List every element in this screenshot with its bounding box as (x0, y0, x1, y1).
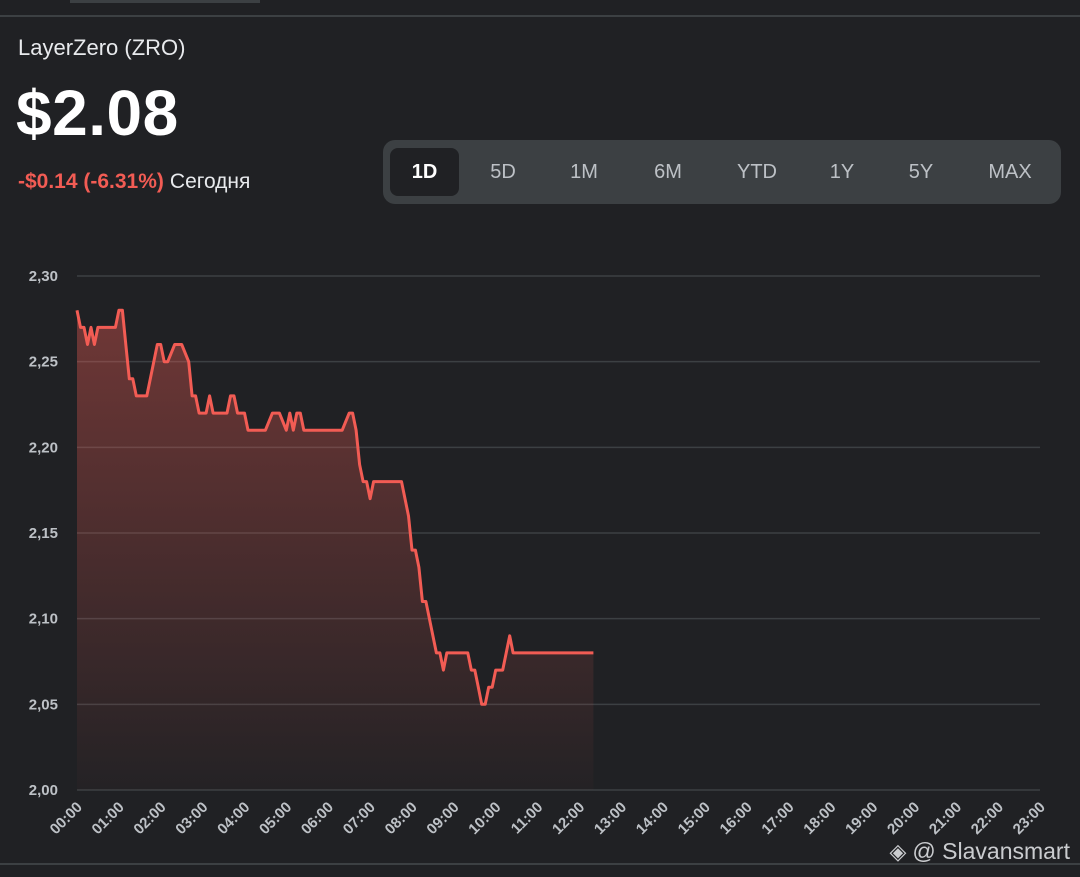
x-tick-label: 18:00 (800, 799, 839, 838)
x-tick-label: 17:00 (758, 799, 797, 838)
time-range-selector: 1D 5D 1M 6M YTD 1Y 5Y MAX (383, 140, 1061, 204)
watermark: ◈ @ Slavansmart (890, 838, 1071, 865)
x-tick-label: 21:00 (926, 799, 965, 838)
asset-title: LayerZero (ZRO) (18, 35, 186, 60)
x-tick-label: 07:00 (340, 799, 379, 838)
x-tick-label: 05:00 (256, 799, 295, 838)
price-chart[interactable]: 2,302,252,202,152,102,052,00 00:00 01:00 0… (0, 230, 1080, 860)
x-tick-label: 06:00 (298, 799, 337, 838)
x-tick-label: 15:00 (675, 799, 714, 838)
x-tick-label: 13:00 (591, 799, 630, 838)
x-tick-label: 23:00 (1010, 799, 1049, 838)
x-tick-label: 11:00 (508, 799, 547, 838)
x-tick-label: 19:00 (842, 799, 881, 838)
x-tick-label: 10:00 (465, 799, 504, 838)
x-tick-label: 04:00 (214, 799, 253, 838)
x-tick-label: 08:00 (382, 799, 421, 838)
range-button-max[interactable]: MAX (988, 161, 1032, 183)
x-tick-label: 12:00 (549, 799, 588, 838)
y-tick-label: 2,30 (29, 268, 58, 285)
x-tick-label: 22:00 (968, 799, 1007, 838)
top-divider (0, 15, 1080, 17)
change-period: Сегодня (169, 170, 251, 193)
range-button-1y[interactable]: 1Y (829, 161, 855, 183)
range-button-5y[interactable]: 5Y (908, 161, 934, 183)
x-tick-label: 20:00 (884, 799, 923, 838)
x-tick-label: 14:00 (633, 799, 672, 838)
x-tick-label: 00:00 (47, 799, 86, 838)
top-tab-indicator (70, 0, 260, 3)
range-button-5d[interactable]: 5D (490, 161, 516, 183)
change-value: -$0.14 (-6.31%) (18, 170, 164, 193)
x-tick-label: 03:00 (172, 799, 211, 838)
watermark-text: @ Slavansmart (912, 838, 1070, 864)
range-button-1m[interactable]: 1M (570, 161, 598, 183)
x-tick-label: 01:00 (89, 799, 128, 838)
range-button-ytd[interactable]: YTD (737, 161, 777, 183)
current-price: $2.08 (16, 77, 179, 149)
price-area (77, 310, 594, 790)
range-button-6m[interactable]: 6M (654, 161, 682, 183)
y-tick-label: 2,00 (29, 782, 58, 799)
price-line (75, 308, 594, 706)
y-tick-label: 2,20 (29, 439, 58, 456)
x-axis-labels: 00:00 01:00 02:00 03:00 04:00 05:00 06:00 07:00… (47, 799, 1049, 838)
y-tick-label: 2,25 (29, 354, 58, 371)
y-tick-label: 2,15 (29, 525, 58, 542)
price-change: -$0.14 (-6.31%) Сегодня (18, 170, 250, 194)
y-axis-labels: 2,30 2,25 2,20 2,15 2,10 2,05 2,00 (29, 268, 58, 799)
x-tick-label: 09:00 (423, 799, 462, 838)
x-tick-label: 16:00 (717, 799, 756, 838)
range-button-1d[interactable]: 1D (390, 148, 459, 196)
y-tick-label: 2,05 (29, 696, 58, 713)
y-tick-label: 2,10 (29, 611, 58, 628)
x-tick-label: 02:00 (130, 799, 169, 838)
bottom-divider (0, 863, 1080, 865)
binance-logo-icon: ◈ (889, 839, 907, 864)
